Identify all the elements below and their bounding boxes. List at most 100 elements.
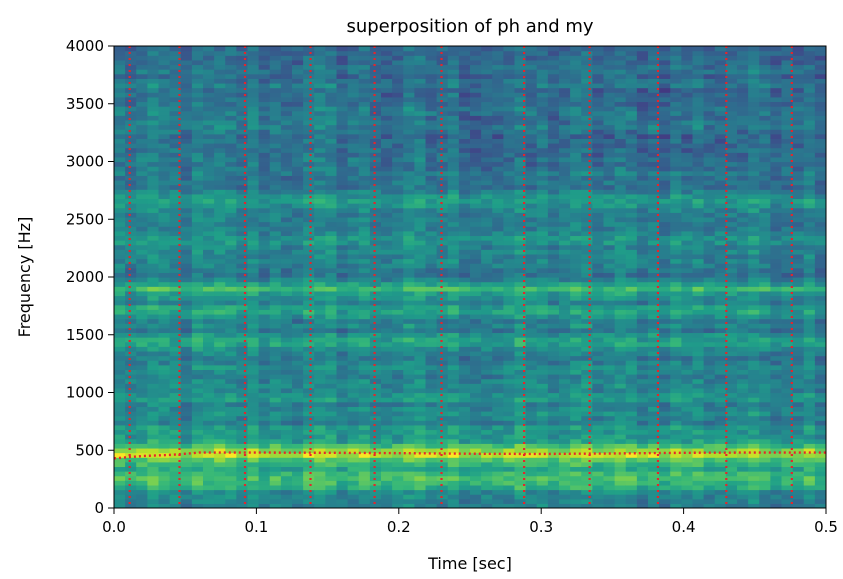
heatmap-cell [492,115,504,121]
heatmap-cell [592,295,605,301]
heatmap-cell [225,410,237,417]
heatmap-cell [536,429,549,435]
heatmap-cell [303,290,315,297]
heatmap-cell [147,267,160,273]
heatmap-cell [525,221,538,227]
heatmap-cell [147,484,160,491]
heatmap-cell [603,346,616,352]
heatmap-cell [191,203,204,209]
heatmap-cell [503,59,516,66]
heatmap-cell [214,295,226,301]
heatmap-cell [180,327,193,334]
heatmap-cell [381,406,393,412]
heatmap-cell [625,364,638,370]
heatmap-cell [492,143,504,149]
heatmap-cell [636,179,649,186]
heatmap-cell [592,355,605,361]
heatmap-cell [414,438,427,444]
heatmap-cell [180,434,193,440]
heatmap-cell [381,73,393,79]
heatmap-cell [325,230,338,237]
heatmap-cell [492,179,504,186]
heatmap-cell [358,374,371,380]
heatmap-cell [636,438,649,444]
heatmap-cell [136,397,148,403]
heatmap-cell [570,318,582,324]
heatmap-cell [358,313,371,320]
heatmap-cell [280,494,293,500]
heatmap-cell [659,424,671,431]
heatmap-cell [269,434,282,440]
heatmap-cell [547,461,560,468]
heatmap-cell [414,300,427,306]
heatmap-cell [458,304,471,310]
heatmap-cell [447,452,460,458]
heatmap-cell [414,267,427,273]
heatmap-cell [536,415,549,421]
heatmap-cell [414,374,427,380]
heatmap-cell [158,318,171,324]
heatmap-cell [136,457,148,463]
heatmap-cell [203,198,215,204]
heatmap-cell [191,110,204,116]
heatmap-cell [180,138,193,144]
heatmap-cell [114,337,126,343]
heatmap-cell [636,410,649,417]
heatmap-cell [481,313,493,320]
heatmap-cell [236,244,249,250]
heatmap-cell [414,82,427,89]
heatmap-cell [481,383,493,389]
heatmap-cell [269,161,282,167]
heatmap-cell [358,106,371,112]
heatmap-cell [125,434,137,440]
heatmap-cell [458,133,471,139]
heatmap-cell [169,96,182,103]
heatmap-cell [325,235,338,241]
heatmap-cell [269,503,282,508]
heatmap-cell [592,138,605,144]
heatmap-cell [325,420,338,426]
heatmap-cell [447,295,460,301]
heatmap-cell [269,216,282,223]
heatmap-cell [314,161,326,167]
heatmap-cell [458,198,471,204]
heatmap-cell [225,46,237,52]
heatmap-cell [358,323,371,329]
heatmap-cell [247,87,260,93]
heatmap-cell [214,101,226,107]
heatmap-cell [269,78,282,84]
heatmap-cell [514,179,527,186]
heatmap-cell [381,263,393,269]
heatmap-cell [280,401,293,407]
heatmap-cell [314,429,326,435]
heatmap-cell [436,341,449,347]
heatmap-cell [481,355,493,361]
heatmap-cell [214,272,226,278]
heatmap-cell [114,466,126,472]
heatmap-cell [603,364,616,370]
heatmap-cell [414,50,427,56]
heatmap-cell [403,129,415,135]
heatmap-cell [592,166,605,172]
heatmap-cell [258,216,271,223]
heatmap-cell [392,350,404,357]
heatmap-cell [403,133,415,139]
heatmap-cell [581,346,593,352]
heatmap-cell [214,73,226,79]
heatmap-cell [247,503,260,508]
heatmap-cell [125,387,137,394]
heatmap-cell [570,304,582,310]
heatmap-cell [547,106,560,112]
heatmap-cell [269,447,282,454]
heatmap-cell [347,101,360,107]
heatmap-cell [303,179,315,186]
heatmap-cell [381,226,393,232]
heatmap-cell [425,397,438,403]
heatmap-cell [603,452,616,458]
heatmap-cell [303,374,315,380]
heatmap-cell [592,110,605,116]
heatmap-cell [603,179,616,186]
heatmap-cell [347,249,360,255]
heatmap-cell [403,429,415,435]
heatmap-cell [392,119,404,126]
